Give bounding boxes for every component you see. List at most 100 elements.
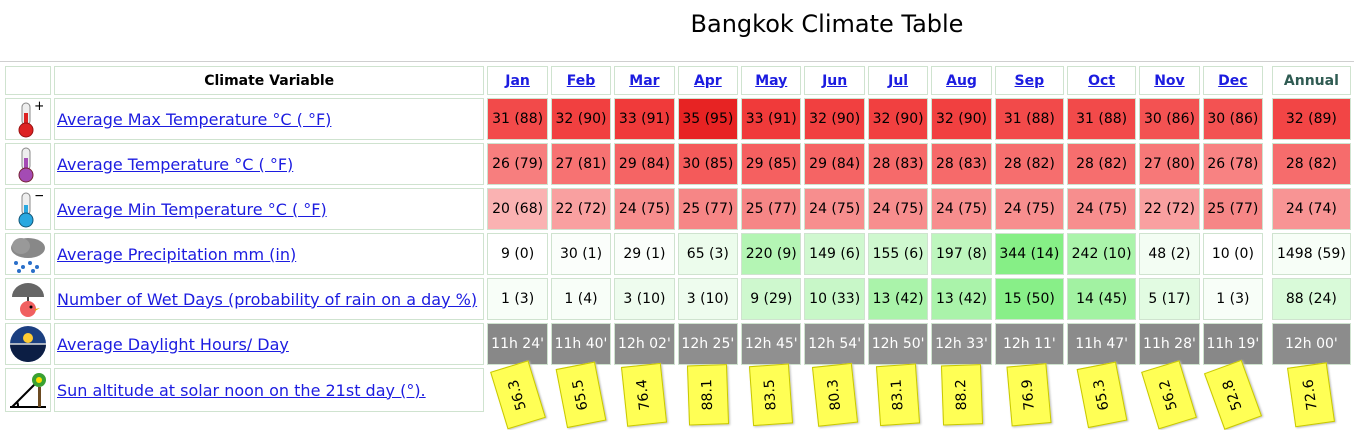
sun-altitude-cell: 56.2 [1139, 360, 1199, 430]
value-cell: 35 (95) [677, 98, 739, 140]
month-link-jun[interactable]: Jun [822, 72, 848, 89]
header-month[interactable]: Sep [994, 66, 1064, 95]
variable-name-cell[interactable]: Sun altitude at solar noon on the 21st d… [54, 368, 485, 412]
rain-cloud-icon [6, 234, 50, 274]
month-link-apr[interactable]: Apr [693, 72, 722, 89]
value-cell: 28 (83) [867, 143, 929, 185]
value-cell: 12h 33' [931, 323, 992, 365]
sun-altitude-cell: 76.9 [995, 363, 1064, 427]
sun-altitude-cell: 88.1 [678, 364, 738, 426]
month-link-jan[interactable]: Jan [505, 72, 530, 89]
value-cell: 32 (90) [804, 98, 865, 140]
sun-altitude-tag: 83.5 [749, 363, 794, 427]
value-cell: 5 (17) [1139, 278, 1200, 320]
value-cell: 31 (88) [994, 98, 1064, 140]
sun-altitude-cell: 88.2 [931, 364, 991, 426]
sun-altitude-value: 88.1 [699, 378, 717, 411]
header-month[interactable]: Jul [867, 66, 929, 95]
month-link-may[interactable]: May [755, 72, 788, 89]
table-row-avg-temp: Average Temperature °C ( °F) 26 (79) 27 (8… [5, 143, 1351, 185]
header-month[interactable]: Dec [1202, 66, 1264, 95]
header-month[interactable]: Feb [550, 66, 612, 95]
value-cell: 24 (75) [614, 188, 675, 230]
sun-altitude-value: 80.3 [825, 378, 845, 412]
variable-link-precipitation[interactable]: Average Precipitation mm (in) [57, 244, 297, 264]
sun-altitude-tag: 56.2 [1141, 360, 1198, 430]
sun-altitude-cell: 65.5 [551, 361, 611, 429]
value-cell: 12h 54' [804, 323, 865, 365]
sun-altitude-cell: 83.1 [868, 363, 928, 427]
value-cell: 12h 25' [677, 323, 739, 365]
header-month[interactable]: Oct [1066, 66, 1137, 95]
month-link-nov[interactable]: Nov [1154, 72, 1185, 89]
variable-name-cell[interactable]: Average Daylight Hours/ Day [54, 323, 485, 365]
value-cell: 32 (90) [931, 98, 992, 140]
variable-link-sun-altitude[interactable]: Sun altitude at solar noon on the 21st d… [57, 380, 426, 400]
month-link-sep[interactable]: Sep [1014, 72, 1045, 89]
sun-altitude-value: 65.3 [1090, 377, 1113, 412]
header-month[interactable]: Mar [614, 66, 675, 95]
variable-name-cell[interactable]: Average Max Temperature °C ( °F) [54, 98, 485, 140]
variable-link-daylight[interactable]: Average Daylight Hours/ Day [57, 334, 289, 354]
row-icon-cell [5, 143, 51, 185]
table-row-wet-days: Number of Wet Days (probability of rain … [5, 278, 1351, 320]
month-link-aug[interactable]: Aug [946, 72, 977, 89]
value-cell: 220 (9) [741, 233, 802, 275]
month-link-dec[interactable]: Dec [1218, 72, 1248, 89]
variable-link-min-temp[interactable]: Average Min Temperature °C ( °F) [57, 199, 327, 219]
value-cell: 9 (0) [487, 233, 548, 275]
month-link-feb[interactable]: Feb [566, 72, 596, 89]
month-link-mar[interactable]: Mar [629, 72, 660, 89]
value-cell: 12h 11' [994, 323, 1064, 365]
month-link-oct[interactable]: Oct [1088, 72, 1116, 89]
value-cell: 32 (90) [867, 98, 929, 140]
value-cell: 25 (77) [1202, 188, 1264, 230]
header-icon-cell [5, 66, 51, 95]
variable-link-avg-temp[interactable]: Average Temperature °C ( °F) [57, 154, 294, 174]
header-month[interactable]: Nov [1139, 66, 1200, 95]
table-header-row: Climate Variable Jan Feb Mar Apr May Jun… [5, 66, 1351, 95]
sun-altitude-cell: 56.3 [487, 360, 547, 430]
value-cell: 24 (75) [867, 188, 929, 230]
value-cell: 1498 (59) [1271, 233, 1351, 275]
value-cell: 1 (3) [1202, 278, 1264, 320]
variable-name-cell[interactable]: Average Temperature °C ( °F) [54, 143, 485, 185]
header-month[interactable]: May [741, 66, 802, 95]
value-cell: 30 (1) [550, 233, 612, 275]
header-climate-variable: Climate Variable [54, 66, 485, 95]
value-cell: 1 (4) [550, 278, 612, 320]
sun-altitude-value: 88.2 [952, 378, 971, 411]
variable-name-cell[interactable]: Number of Wet Days (probability of rain … [54, 278, 485, 320]
daylight-globe-icon [6, 324, 50, 364]
header-annual: Annual [1271, 66, 1351, 95]
value-cell: 31 (88) [487, 98, 548, 140]
header-month[interactable]: Jun [804, 66, 865, 95]
value-cell: 10 (33) [804, 278, 865, 320]
value-cell: 15 (50) [994, 278, 1064, 320]
value-cell: 3 (10) [677, 278, 739, 320]
sun-altitude-tag: 76.4 [621, 362, 668, 427]
sun-altitude-value: 56.2 [1157, 377, 1182, 413]
value-cell: 12h 50' [867, 323, 929, 365]
variable-name-cell[interactable]: Average Min Temperature °C ( °F) [54, 188, 485, 230]
row-icon-cell [5, 278, 51, 320]
header-month[interactable]: Aug [931, 66, 992, 95]
variable-name-cell[interactable]: Average Precipitation mm (in) [54, 233, 485, 275]
value-cell: 33 (91) [741, 98, 802, 140]
variable-link-max-temp[interactable]: Average Max Temperature °C ( °F) [57, 109, 332, 129]
value-cell: 197 (8) [931, 233, 992, 275]
value-cell: 29 (85) [741, 143, 802, 185]
sun-altitude-value: 65.5 [570, 377, 592, 412]
header-month[interactable]: Apr [677, 66, 739, 95]
value-cell: 48 (2) [1139, 233, 1200, 275]
value-cell: 28 (83) [931, 143, 992, 185]
month-link-jul[interactable]: Jul [888, 72, 909, 89]
value-cell: 10 (0) [1202, 233, 1264, 275]
table-row-sun-altitude: Sun altitude at solar noon on the 21st d… [5, 359, 1351, 430]
value-cell: 88 (24) [1271, 278, 1351, 320]
value-cell: 29 (84) [804, 143, 865, 185]
row-icon-cell [5, 233, 51, 275]
header-month[interactable]: Jan [487, 66, 548, 95]
variable-link-wet-days[interactable]: Number of Wet Days (probability of rain … [57, 289, 478, 309]
row-icon-cell: + [5, 98, 51, 140]
